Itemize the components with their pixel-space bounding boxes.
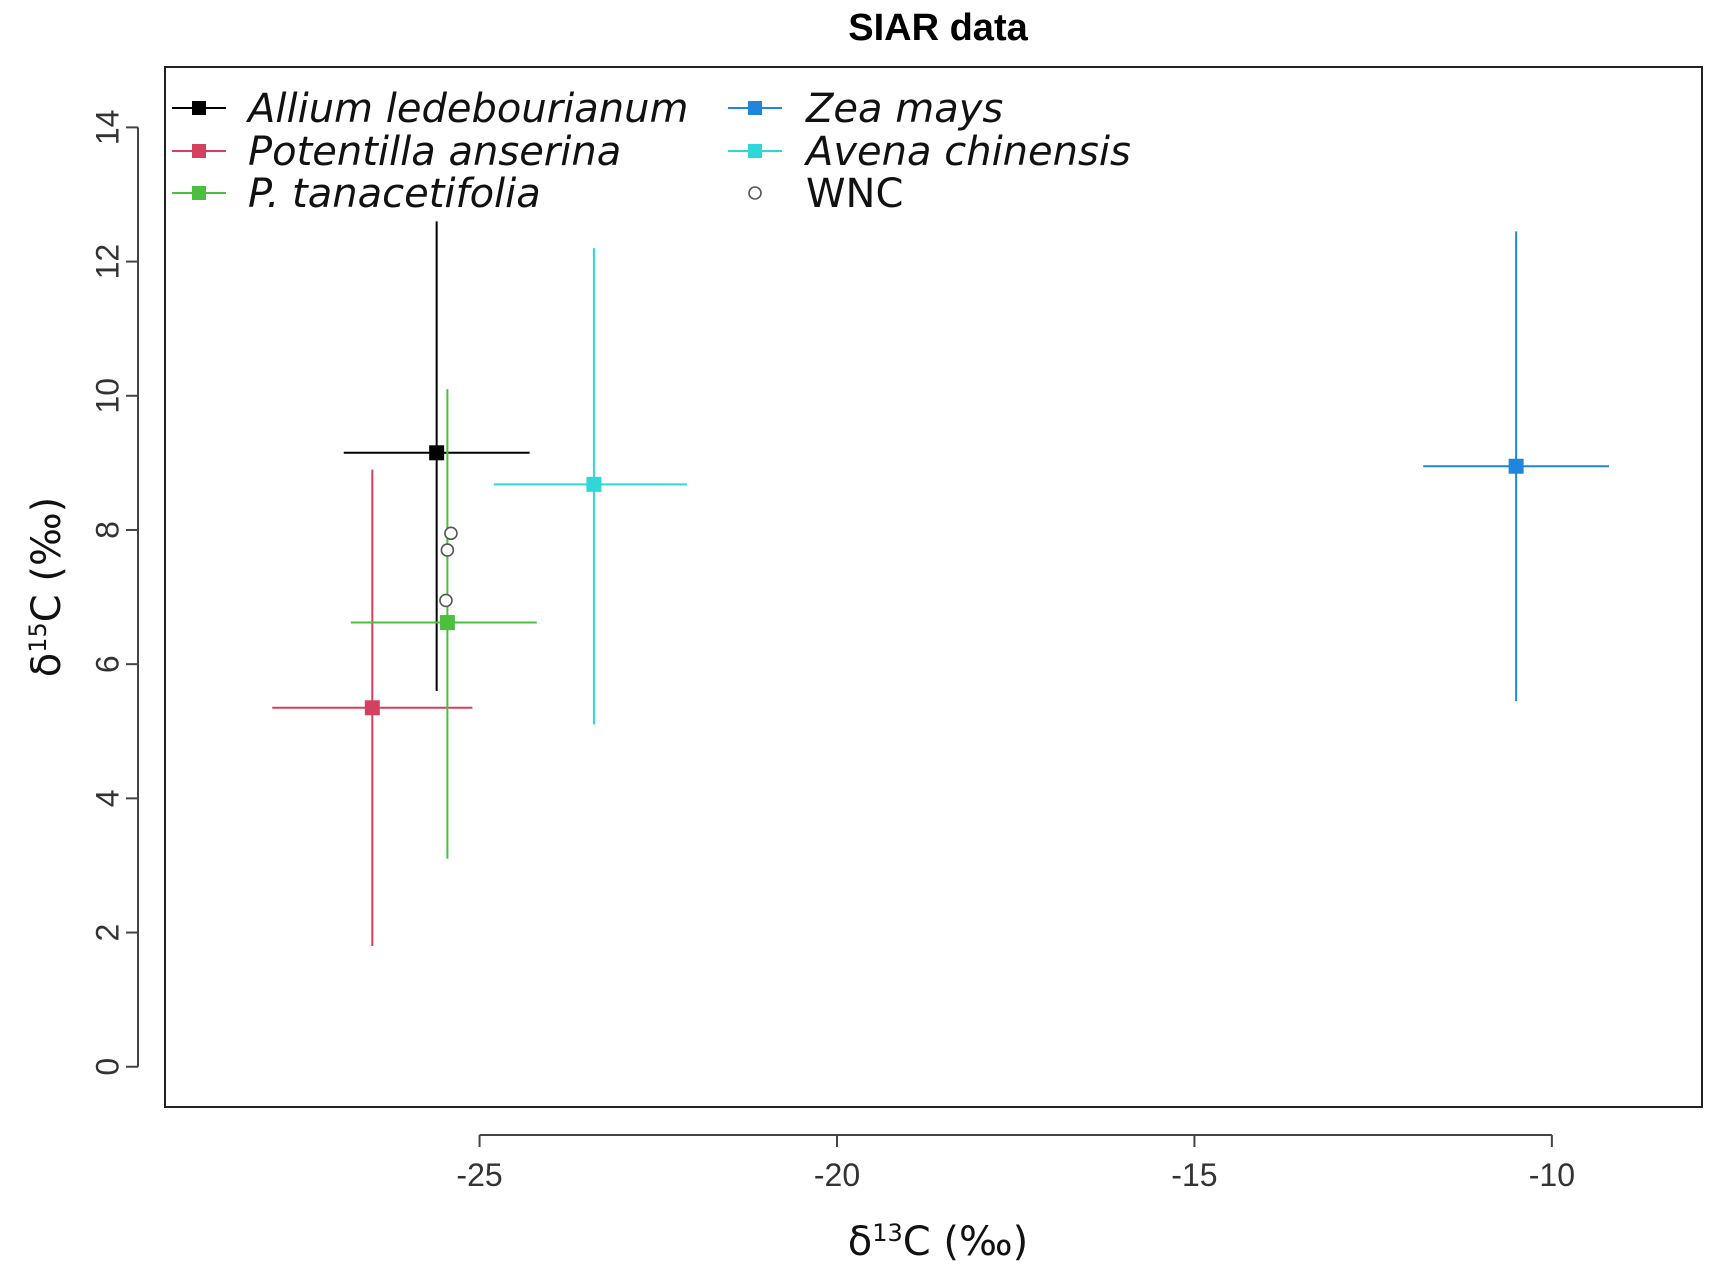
data-point [444, 526, 458, 541]
legend-marker [192, 101, 206, 115]
data-point [586, 476, 602, 492]
legend-item: WNC [748, 171, 903, 217]
data-point [429, 445, 445, 461]
legend-marker [192, 186, 206, 200]
legend-marker [748, 101, 762, 115]
legend-item: Avena chinensis [728, 129, 1131, 175]
y-axis: 0 2 4 6 8 10 12 14 [89, 110, 139, 1076]
legend-label: P. tanacetifolia [248, 171, 541, 217]
x-axis-label: δ13C (‰) [848, 1219, 1029, 1265]
legend-label: Avena chinensis [803, 129, 1131, 175]
legend-label: WNC [806, 171, 903, 217]
y-axis-label: δ15C (‰) [24, 497, 70, 678]
y-tick-label: 6 [89, 655, 125, 673]
series-p-tanacetifolia [350, 389, 537, 859]
series-layer [272, 221, 1610, 946]
legend-label: Zea mays [805, 86, 1003, 132]
y-tick-label: 2 [89, 924, 125, 942]
series-potentilla-anserina [272, 469, 473, 946]
y-tick-label: 14 [89, 110, 125, 146]
x-tick-label: -20 [814, 1157, 860, 1193]
data-point [439, 593, 453, 608]
data-point [440, 543, 455, 557]
series-avena-chinensis [493, 248, 687, 725]
data-point [1508, 458, 1524, 474]
legend-label: Potentilla anserina [248, 129, 621, 175]
y-tick-label: 8 [89, 521, 125, 539]
series-allium-ledebourianum [343, 221, 530, 691]
x-tick-label: -25 [456, 1157, 502, 1193]
x-tick-label: -15 [1171, 1157, 1217, 1193]
y-tick-label: 4 [89, 789, 125, 807]
legend-marker [192, 144, 206, 158]
plot-frame [164, 66, 1703, 1108]
y-tick-label: 12 [89, 244, 125, 280]
legend-marker [748, 144, 762, 158]
legend-marker [748, 186, 762, 200]
legend-item: Allium ledebourianum [172, 86, 688, 132]
x-axis: -25 -20 -15 -10 [456, 1134, 1575, 1193]
data-point [439, 615, 455, 631]
series-zea-mays [1423, 231, 1610, 702]
data-point [364, 700, 380, 716]
legend-item: Zea mays [728, 86, 1003, 132]
series-wnc [439, 526, 458, 608]
legend-label: Allium ledebourianum [245, 86, 688, 132]
y-tick-label: 10 [89, 378, 125, 414]
legend-item: P. tanacetifolia [172, 171, 541, 217]
chart-title: SIAR data [848, 7, 1028, 49]
x-tick-label: -10 [1529, 1157, 1575, 1193]
y-tick-label: 0 [89, 1058, 125, 1076]
legend-item: Potentilla anserina [172, 129, 621, 175]
